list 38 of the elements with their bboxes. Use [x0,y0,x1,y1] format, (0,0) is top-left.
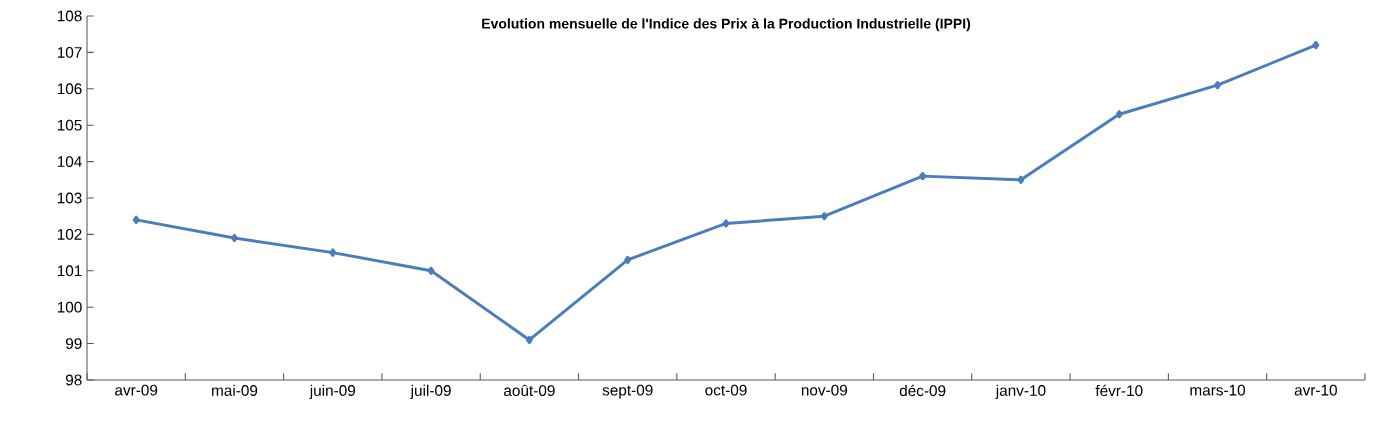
y-tick-label: 100 [57,301,82,313]
point [329,248,337,257]
y-tick-label: 98 [65,374,82,386]
x-tick-label: déc-09 [899,384,946,397]
point [624,255,632,264]
y-tick-label: 103 [57,192,82,204]
point [722,219,730,228]
y-tick-label: 108 [57,10,82,22]
x-tick-label: févr-10 [1095,384,1143,397]
point [1214,81,1221,90]
point [1017,175,1025,184]
x-tick-label: mai-09 [212,384,258,396]
x-tick-label: sept-09 [602,384,653,399]
y-tick-label: 99 [65,338,82,350]
y-tick-label: 104 [57,156,82,168]
y-tick-label: 107 [57,46,82,58]
y-tick-label: 102 [57,228,82,240]
y-tick-label: 106 [57,83,82,95]
point [525,335,533,345]
x-tick-label: juin-09 [309,384,356,399]
x-tick-label: avr-10 [1294,384,1337,396]
point [132,215,140,224]
x-tick-label: juil-09 [410,384,451,399]
point [1312,40,1320,50]
point [919,172,927,181]
point [1115,110,1123,119]
x-tick-label: janv-10 [995,384,1046,399]
chart-title: Evolution mensuelle de l'Indice des Prix à la Production Industrielle (IPPI) [482,18,971,32]
x-tick-label: oct-09 [705,384,747,396]
point [231,233,238,243]
x-tick-label: août-09 [504,384,555,397]
y-tick-label: 105 [57,119,82,131]
x-tick-label: mars-10 [1190,384,1246,396]
x-tick-label: avr-09 [115,384,158,396]
x-tick-label: nov-09 [801,384,848,396]
point [820,212,828,221]
point [427,266,435,275]
y-tick-label: 101 [57,265,82,277]
